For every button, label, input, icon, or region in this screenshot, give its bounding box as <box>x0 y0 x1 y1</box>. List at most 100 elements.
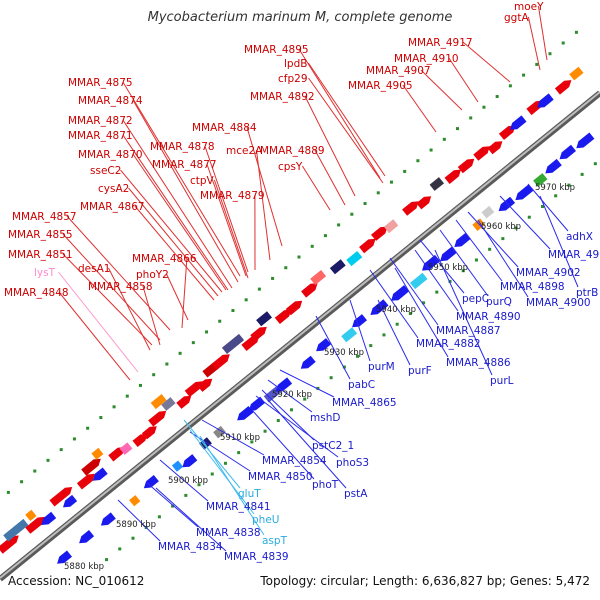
gene-feature <box>457 158 475 174</box>
pink-label: lysT <box>34 267 56 279</box>
gene-feature <box>316 338 332 352</box>
tick-dot <box>271 276 275 280</box>
reverse-label: MMAR_4902 <box>516 267 581 279</box>
gene-feature <box>79 530 95 544</box>
tick-dot <box>574 30 578 34</box>
forward-label: moeY <box>514 1 544 13</box>
leader-line <box>308 77 384 184</box>
leader-line <box>537 5 548 61</box>
tick-dot <box>522 73 526 77</box>
tick-dot <box>244 298 248 302</box>
leader-line <box>120 169 223 293</box>
reverse-label: pstC2_1 <box>312 440 354 452</box>
leader-line <box>142 285 161 346</box>
leader-line <box>62 233 161 341</box>
tick-dot <box>125 394 129 398</box>
reverse-label: pstA <box>344 488 368 500</box>
gene-feature <box>473 146 490 161</box>
leader-line <box>132 153 227 291</box>
leader-line <box>414 249 459 312</box>
gene-feature <box>141 426 157 440</box>
gene-feature <box>444 169 461 184</box>
reverse-label: purM <box>368 361 395 373</box>
forward-label: sseC2 <box>90 165 121 177</box>
tick-dot <box>218 319 222 323</box>
gene-feature <box>487 141 503 155</box>
gene-feature <box>576 132 595 149</box>
tick-dot <box>474 258 478 262</box>
leader-line <box>301 165 331 211</box>
tick-labels: 5880 kbp 5890 kbp 5900 kbp 5910 kbp 5920 kbp… <box>64 183 575 572</box>
leader-line <box>132 99 239 283</box>
gene-feature <box>569 66 584 81</box>
rna-label: pheU <box>252 514 279 526</box>
tick-dot <box>152 373 156 377</box>
leader-line <box>527 16 541 71</box>
gene-feature <box>91 447 104 460</box>
tick-dot <box>303 397 307 401</box>
tick-dot <box>276 419 280 423</box>
leader-line <box>128 187 219 297</box>
gene-feature <box>391 285 410 301</box>
tick-dot <box>289 408 293 412</box>
tick-dot <box>105 558 109 562</box>
forward-label: cysA2 <box>98 183 129 195</box>
gene-feature <box>285 300 303 316</box>
reverse-label: phoT <box>312 479 339 491</box>
reverse-label: MMAR_4887 <box>436 325 501 337</box>
tick-dot <box>131 536 135 540</box>
tick-dot <box>527 215 531 219</box>
reverse-label: ptrB <box>576 287 598 299</box>
tick-dot <box>488 247 492 251</box>
leader-line <box>58 271 139 373</box>
leader-line <box>108 267 151 351</box>
reverse-label: MMAR_4906 <box>548 249 600 261</box>
forward-label: lpdB <box>284 58 307 70</box>
leader-line <box>181 257 188 329</box>
gene-feature <box>545 158 562 174</box>
gene-feature <box>0 535 19 554</box>
tick-dot <box>165 362 169 366</box>
reverse-label: MMAR_4854 <box>262 455 327 467</box>
leader-line <box>267 379 313 413</box>
gene-feature <box>213 425 226 439</box>
tick-dot <box>157 515 161 519</box>
leader-line <box>369 269 419 339</box>
reverse-label: MMAR_4900 <box>526 297 591 309</box>
leader-line <box>155 487 227 552</box>
reverse-label: MMAR_4834 <box>158 541 223 553</box>
gene-feature <box>132 433 148 447</box>
gene-feature <box>25 509 37 521</box>
gene-feature <box>250 326 267 342</box>
forward-label: MMAR_4848 <box>4 287 69 299</box>
forward-label: mce2A <box>226 145 263 157</box>
gene-feature <box>76 473 95 490</box>
tick-label: 5970 kbp <box>535 183 575 193</box>
gene-feature <box>256 311 272 327</box>
forward-label: ctpV <box>190 175 215 187</box>
gene-feature <box>300 355 316 369</box>
gene-feature <box>359 238 376 254</box>
reverse-label: mshD <box>310 412 340 424</box>
leader-line <box>206 163 247 277</box>
tick-dot <box>461 269 465 273</box>
tick-label: 5910 kbp <box>220 433 260 443</box>
map-title: Mycobacterium marinum M, complete genome <box>147 10 453 25</box>
gene-feature <box>211 354 230 370</box>
leader-line <box>267 399 347 489</box>
forward-label: MMAR_4892 <box>250 91 315 103</box>
leader-line <box>527 183 569 232</box>
forward-label: cpsY <box>278 161 303 173</box>
tick-dot <box>210 472 214 476</box>
leader-line <box>279 369 335 398</box>
gene-feature <box>537 93 554 108</box>
tick-dot <box>508 84 512 88</box>
gene-feature <box>329 259 346 275</box>
leader-line <box>204 145 249 273</box>
tick-dot <box>356 354 360 358</box>
tick-dot <box>408 312 412 316</box>
gene-feature <box>341 327 358 343</box>
gene-feature <box>176 395 192 409</box>
tick-label: 5890 kbp <box>116 520 156 530</box>
